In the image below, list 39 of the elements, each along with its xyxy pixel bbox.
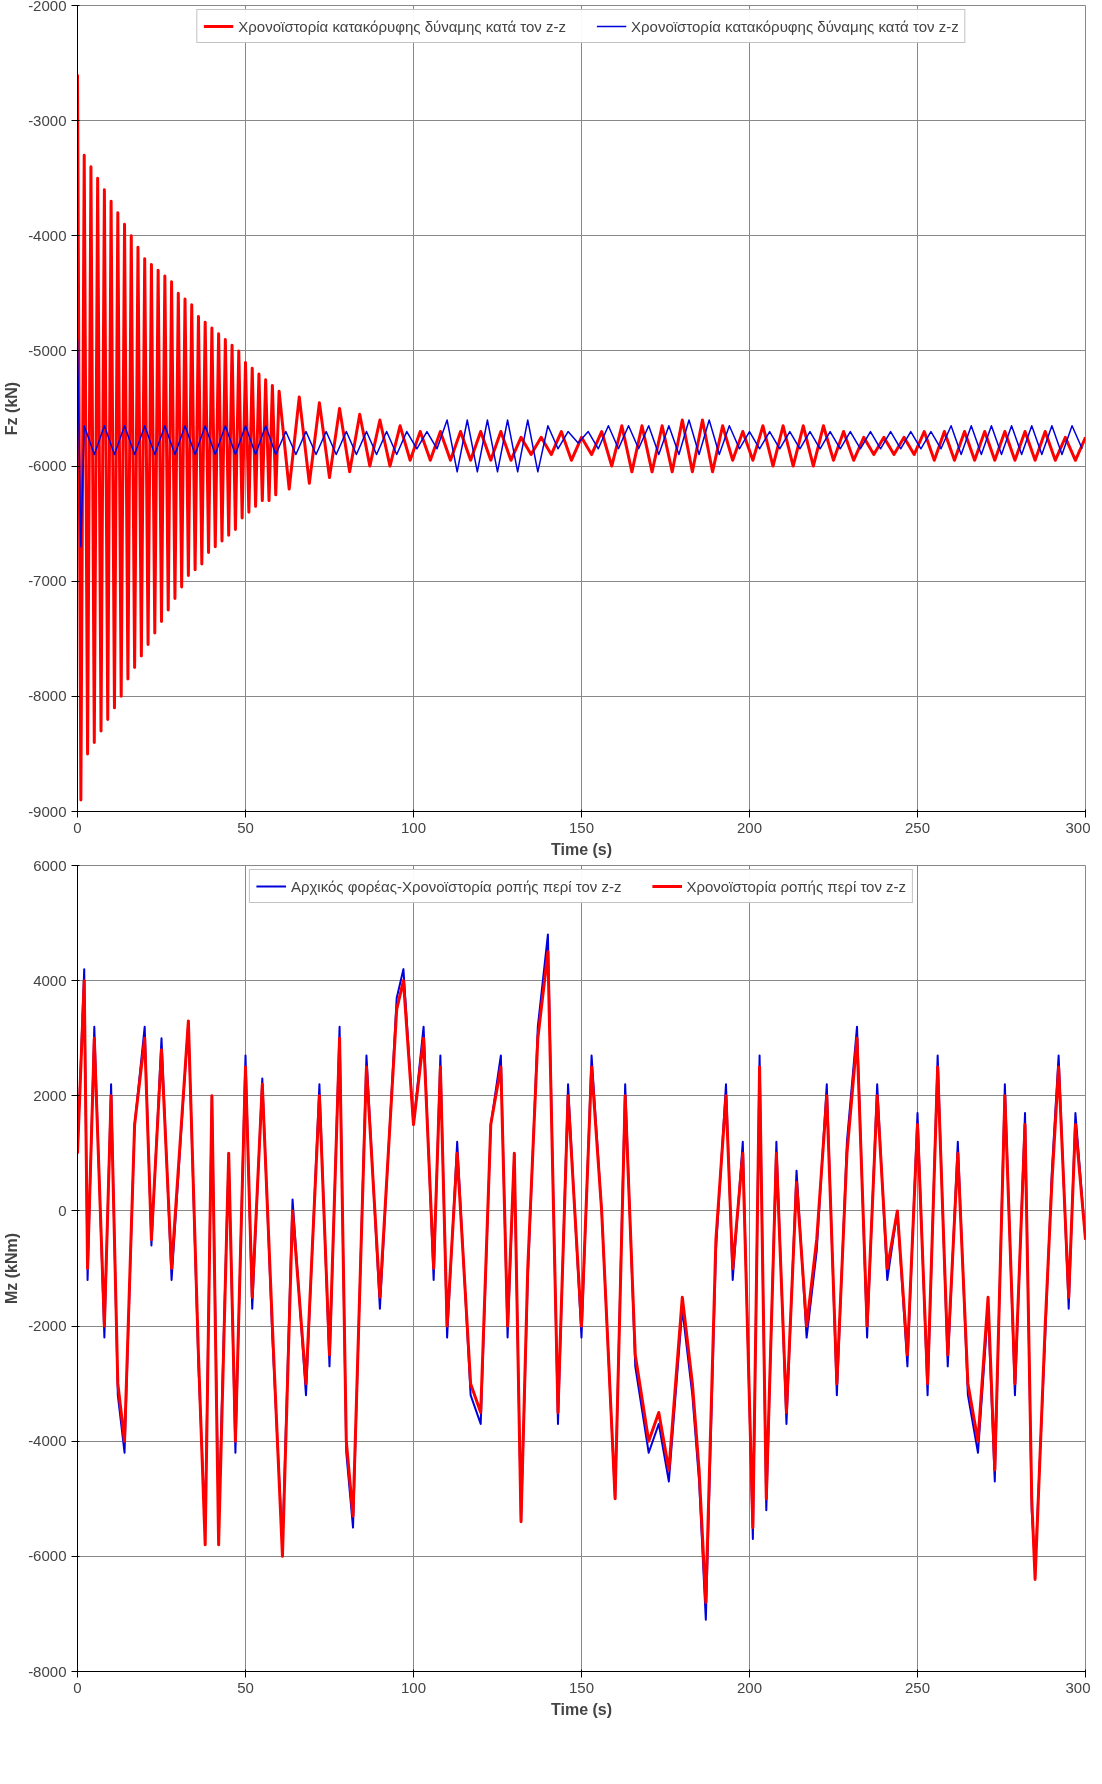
x-tick-label: 300 xyxy=(1065,1678,1091,1696)
y-tick-label: -4000 xyxy=(28,226,67,244)
x-tick-label: 200 xyxy=(736,1678,763,1696)
y-axis-title: Mz (kNm) xyxy=(3,1232,21,1305)
x-tick-label: 250 xyxy=(904,818,931,836)
x-tick-label: 50 xyxy=(237,1678,254,1696)
y-tick-label: -7000 xyxy=(28,572,67,590)
y-tick-label: 2000 xyxy=(33,1086,67,1104)
x-tick-label: 100 xyxy=(400,818,427,836)
x-tick-label: 200 xyxy=(736,818,763,836)
line-series xyxy=(77,73,1086,802)
y-tick-label: -2000 xyxy=(28,0,67,14)
y-tick-label: 6000 xyxy=(33,856,67,874)
y-tick-label: -9000 xyxy=(28,802,67,820)
x-axis-title: Time (s) xyxy=(550,840,613,858)
y-axis-title: Fz (kN) xyxy=(3,381,21,436)
y-tick-label: -6000 xyxy=(28,1547,67,1565)
x-tick-label: 150 xyxy=(568,1678,595,1696)
y-tick-label: 0 xyxy=(58,1201,67,1219)
y-tick-label: -5000 xyxy=(28,341,67,359)
legend-label: Χρονοϊστορία ροπής περί τον z-z xyxy=(686,877,907,895)
y-tick-label: -3000 xyxy=(28,111,67,129)
y-tick-label: -2000 xyxy=(28,1317,67,1335)
x-tick-label: 300 xyxy=(1065,818,1091,836)
legend-label: Αρχικός φορέας-Χρονοϊστορία ροπής περί τον z-z xyxy=(290,877,622,895)
y-tick-label: -8000 xyxy=(28,687,67,705)
legend-label: Χρονοϊστορία κατακόρυφης δύναμης κατά τον z-z xyxy=(238,17,566,35)
x-tick-label: 50 xyxy=(237,818,254,836)
x-tick-label: 100 xyxy=(400,1678,427,1696)
x-tick-label: 0 xyxy=(73,1678,82,1696)
y-tick-label: 4000 xyxy=(33,971,67,989)
x-axis-title: Time (s) xyxy=(550,1700,613,1718)
x-tick-label: 250 xyxy=(904,1678,931,1696)
y-tick-label: -8000 xyxy=(28,1662,67,1680)
x-tick-label: 150 xyxy=(568,818,595,836)
y-tick-label: -4000 xyxy=(28,1432,67,1450)
x-tick-label: 0 xyxy=(73,818,82,836)
y-tick-label: -6000 xyxy=(28,457,67,475)
legend-label: Χρονοϊστορία κατακόρυφης δύναμης κατά τον z-z xyxy=(631,17,959,35)
